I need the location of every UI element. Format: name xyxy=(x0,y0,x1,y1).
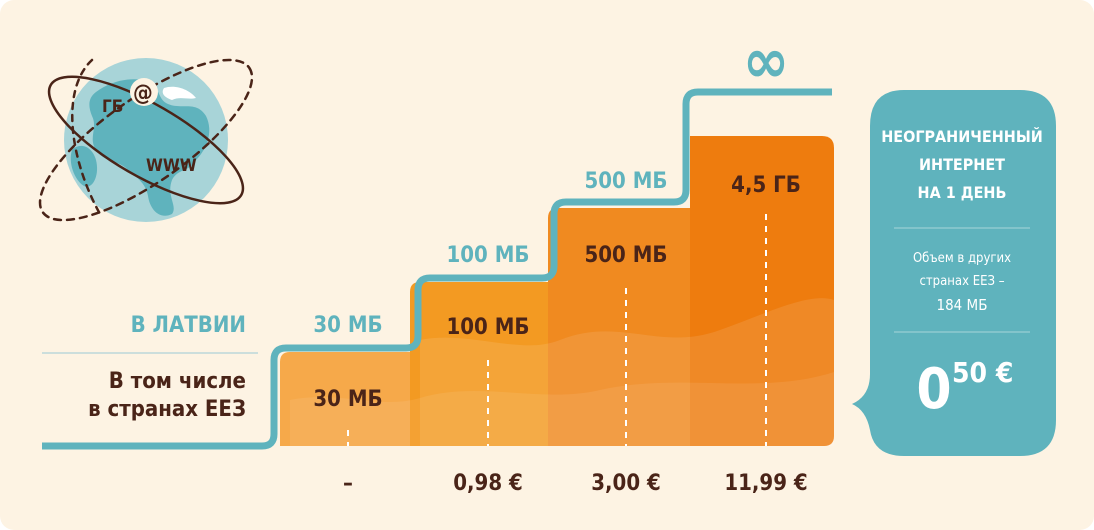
latvia-value-2: 100 МБ xyxy=(447,243,530,268)
price-4: 11,99 € xyxy=(724,471,807,496)
latvia-value-3: 500 МБ xyxy=(585,169,668,194)
infinity-icon: ∞ xyxy=(743,24,789,97)
offer-title-line2: ИНТЕРНЕТ xyxy=(919,155,1005,174)
offer-title-line3: НА 1 ДЕНЬ xyxy=(918,183,1007,202)
globe-illustration: ГБ @ WWW xyxy=(38,58,254,222)
globe-continents xyxy=(89,79,210,216)
bar-1 xyxy=(280,352,410,446)
eea-value-1: 30 МБ xyxy=(313,387,382,412)
label-eea-line1: В том числе xyxy=(109,369,246,394)
eea-value-2: 100 МБ xyxy=(447,315,530,340)
globe-label-at: @ xyxy=(133,81,153,106)
offer-bubble xyxy=(852,90,1056,456)
offer-panel: НЕОГРАНИЧЕННЫЙ ИНТЕРНЕТ НА 1 ДЕНЬ Объем … xyxy=(852,90,1056,456)
globe-label-www: WWW xyxy=(146,156,197,176)
label-eea-line2: в странах ЕЕЗ xyxy=(88,397,246,422)
offer-note-line1: Объем в других xyxy=(913,251,1011,266)
eea-value-3: 500 МБ xyxy=(585,243,668,268)
offer-note-line3: 184 МБ xyxy=(937,296,988,314)
price-1: – xyxy=(343,471,353,496)
label-latvia: В ЛАТВИИ xyxy=(131,313,246,338)
latvia-stair-line xyxy=(42,88,832,450)
price-2: 0,98 € xyxy=(453,471,523,496)
eea-value-4: 4,5 ГБ xyxy=(731,173,801,198)
bar-3 xyxy=(548,208,690,446)
offer-note-line2: странах ЕЕЗ – xyxy=(919,274,1004,289)
offer-price-main: 0 xyxy=(916,357,951,422)
offer-title-line1: НЕОГРАНИЧЕННЫЙ xyxy=(881,127,1043,146)
offer-price-cents: 50 € xyxy=(952,356,1013,389)
bar-2 xyxy=(410,282,548,446)
latvia-value-1: 30 МБ xyxy=(313,313,382,338)
bar-4 xyxy=(690,136,834,446)
globe-label-gb: ГБ xyxy=(102,97,123,117)
price-3: 3,00 € xyxy=(591,471,661,496)
